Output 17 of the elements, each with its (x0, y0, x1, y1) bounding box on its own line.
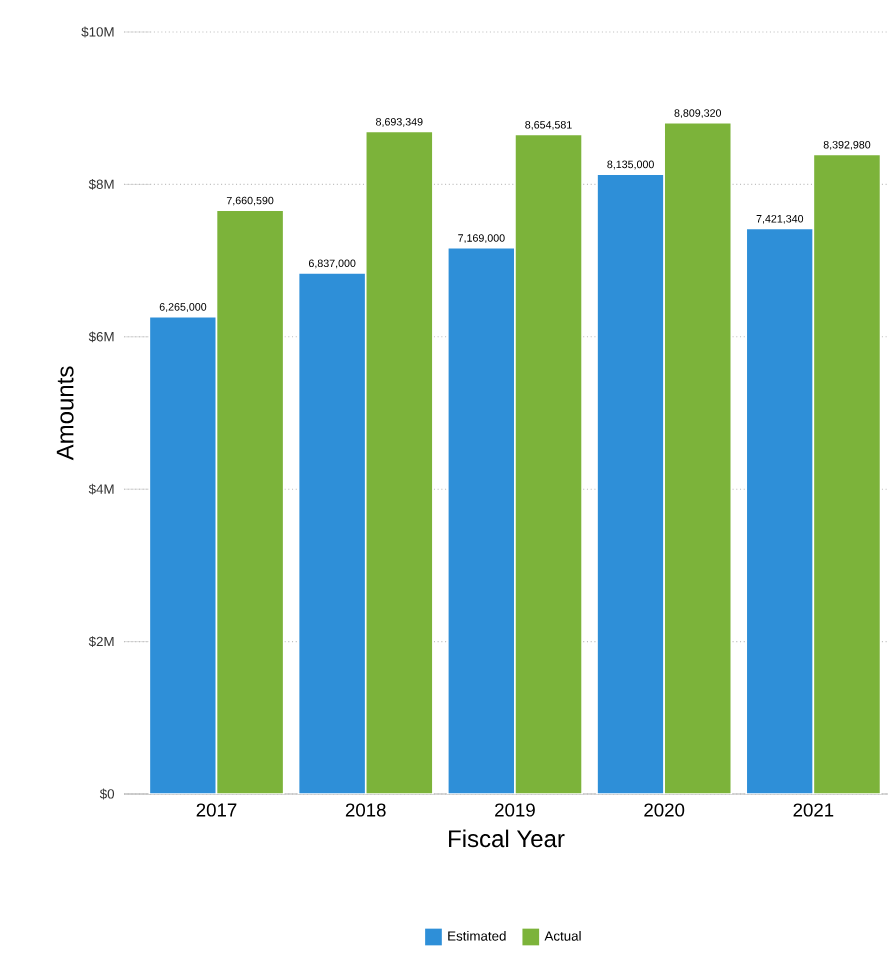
x-axis-title: Fiscal Year (449, 829, 565, 848)
bar (215, 209, 285, 794)
bar (364, 130, 434, 794)
bar (596, 173, 665, 794)
bar (745, 227, 815, 794)
x-tick-label: 2019 (495, 803, 535, 817)
bar (297, 272, 367, 794)
x-tick-label: 2020 (644, 803, 685, 817)
bar (663, 121, 733, 794)
bar (514, 133, 583, 794)
bar (148, 315, 218, 794)
bar (812, 153, 882, 794)
y-axis-title: Amounts (56, 366, 74, 461)
bar (447, 246, 516, 794)
x-tick-label: 2021 (793, 803, 834, 817)
x-tick-label: 2018 (345, 803, 386, 817)
x-tick-label: 2017 (196, 803, 237, 817)
